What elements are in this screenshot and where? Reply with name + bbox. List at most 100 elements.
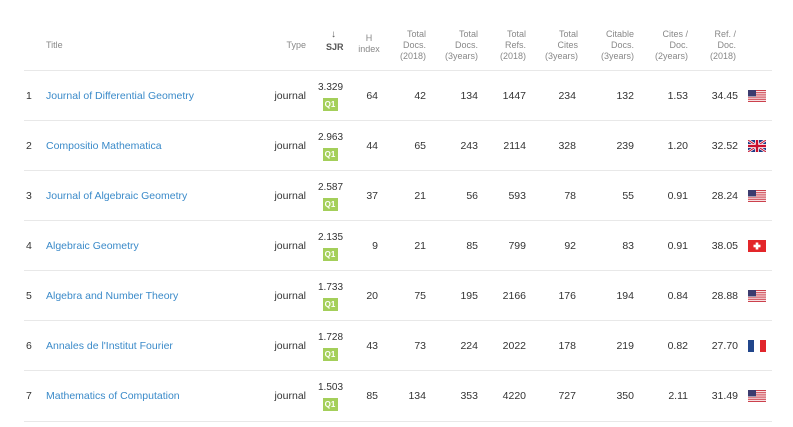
total-cites-3years: 328 [558, 140, 576, 152]
rank: 4 [26, 240, 32, 252]
sort-down-icon[interactable]: ↓ [331, 29, 336, 40]
total-cites-3years: 234 [558, 90, 576, 102]
cites-per-doc: 1.20 [667, 140, 688, 152]
h-index: 44 [366, 140, 378, 152]
journal-type: journal [274, 390, 306, 402]
journal-title-link[interactable]: Mathematics of Computation [46, 390, 180, 402]
total-cites-3years: 727 [558, 390, 576, 402]
total-docs-3years: 195 [460, 290, 478, 302]
sjr-cell: 2.963 Q1 [318, 132, 343, 162]
sjr-value: 2.135 [318, 232, 344, 243]
sjr-value: 2.587 [318, 182, 344, 193]
cites-per-doc: 1.53 [667, 90, 688, 102]
us-flag-icon [748, 190, 766, 202]
sjr-cell: 2.135 Q1 [318, 232, 344, 262]
journal-title-link[interactable]: Algebraic Geometry [46, 240, 139, 252]
total-docs-2018: 134 [408, 390, 426, 402]
sjr-cell: 3.329 Q1 [318, 82, 344, 112]
quartile-badge: Q1 [322, 248, 338, 261]
cites-per-doc: 0.91 [667, 190, 688, 202]
ref-per-doc: 28.24 [711, 190, 738, 202]
sjr-cell: 2.587 Q1 [318, 182, 344, 212]
cites-per-doc: 0.91 [667, 240, 688, 252]
table-row: 1 Journal of Differential Geometry journ… [24, 70, 772, 121]
total-docs-3years: 85 [466, 240, 478, 252]
citable-docs-3years: 239 [616, 140, 634, 152]
rank: 6 [26, 340, 32, 352]
rank: 7 [26, 390, 32, 402]
sjr-cell: 1.503 Q1 [318, 382, 343, 412]
cites-per-doc: 2.11 [668, 390, 688, 402]
total-docs-3years: 353 [460, 390, 478, 402]
sjr-value: 1.728 [318, 332, 344, 343]
header-total-docs-2018[interactable]: Total Docs. (2018) [399, 29, 426, 61]
total-refs-2018: 2022 [502, 340, 526, 352]
journal-title-link[interactable]: Algebra and Number Theory [46, 290, 179, 302]
total-docs-2018: 21 [414, 190, 426, 202]
journal-title-link[interactable]: Journal of Differential Geometry [46, 90, 195, 102]
total-docs-3years: 243 [460, 140, 478, 152]
header-total-docs-3years[interactable]: Total Docs. (3years) [444, 29, 478, 61]
quartile-badge: Q1 [322, 398, 338, 411]
quartile-badge: Q1 [322, 98, 338, 111]
table-row: 2 Compositio Mathematica journal 2.963 Q… [24, 120, 772, 171]
total-refs-2018: 2114 [503, 140, 526, 152]
h-index: 9 [372, 240, 378, 252]
header-cites-per-doc-2years[interactable]: Cites / Doc. (2years) [654, 29, 688, 61]
journal-title-link[interactable]: Compositio Mathematica [46, 140, 162, 152]
header-ref-per-doc-2018[interactable]: Ref. / Doc. (2018) [709, 29, 736, 61]
total-refs-2018: 799 [508, 240, 526, 252]
journal-type: journal [274, 240, 306, 252]
header-total-cites-3years[interactable]: Total Cites (3years) [544, 29, 578, 61]
ref-per-doc: 28.88 [711, 290, 738, 302]
table-row: 4 Algebraic Geometry journal 2.135 Q1 9 … [24, 220, 772, 271]
quartile-badge: Q1 [322, 198, 338, 211]
quartile-badge: Q1 [322, 298, 338, 311]
header-title[interactable]: Title [46, 40, 63, 50]
h-index: 85 [366, 390, 378, 402]
sjr-value: 3.329 [318, 82, 344, 93]
total-refs-2018: 2166 [502, 290, 526, 302]
header-sjr[interactable]: SJR [326, 42, 344, 52]
h-index: 64 [366, 90, 378, 102]
sjr-cell: 1.733 Q1 [318, 282, 343, 312]
rank: 2 [26, 140, 32, 152]
ref-per-doc: 32.52 [711, 140, 738, 152]
cites-per-doc: 0.82 [667, 340, 688, 352]
table-row: 7 Mathematics of Computation journal 1.5… [24, 370, 772, 422]
total-refs-2018: 4220 [502, 390, 526, 402]
us-flag-icon [748, 390, 766, 402]
h-index: 20 [366, 290, 378, 302]
total-docs-2018: 42 [414, 90, 426, 102]
journal-type: journal [274, 190, 306, 202]
total-docs-2018: 21 [414, 240, 426, 252]
citable-docs-3years: 194 [616, 290, 634, 302]
citable-docs-3years: 219 [616, 340, 634, 352]
header-total-refs-2018[interactable]: Total Refs. (2018) [499, 29, 526, 61]
total-cites-3years: 176 [558, 290, 576, 302]
cites-per-doc: 0.84 [667, 290, 688, 302]
rank: 1 [26, 90, 32, 102]
total-docs-2018: 73 [414, 340, 426, 352]
journal-type: journal [274, 90, 306, 102]
citable-docs-3years: 132 [616, 90, 634, 102]
total-docs-3years: 134 [460, 90, 478, 102]
header-citable-docs-3years[interactable]: Citable Docs. (3years) [600, 29, 634, 61]
ref-per-doc: 38.05 [711, 240, 738, 252]
journal-title-link[interactable]: Annales de l'Institut Fourier [46, 340, 173, 352]
total-cites-3years: 178 [558, 340, 576, 352]
journal-type: journal [274, 140, 306, 152]
us-flag-icon [748, 290, 766, 302]
rank: 5 [26, 290, 32, 302]
quartile-badge: Q1 [322, 148, 338, 161]
total-docs-2018: 65 [414, 140, 426, 152]
table-row: 6 Annales de l'Institut Fourier journal … [24, 320, 772, 371]
total-docs-3years: 56 [466, 190, 478, 202]
rank: 3 [26, 190, 32, 202]
uk-flag-icon [748, 140, 766, 152]
journal-title-link[interactable]: Journal of Algebraic Geometry [46, 190, 188, 202]
header-type[interactable]: Type [286, 40, 306, 50]
citable-docs-3years: 350 [616, 390, 634, 402]
journal-type: journal [274, 290, 306, 302]
